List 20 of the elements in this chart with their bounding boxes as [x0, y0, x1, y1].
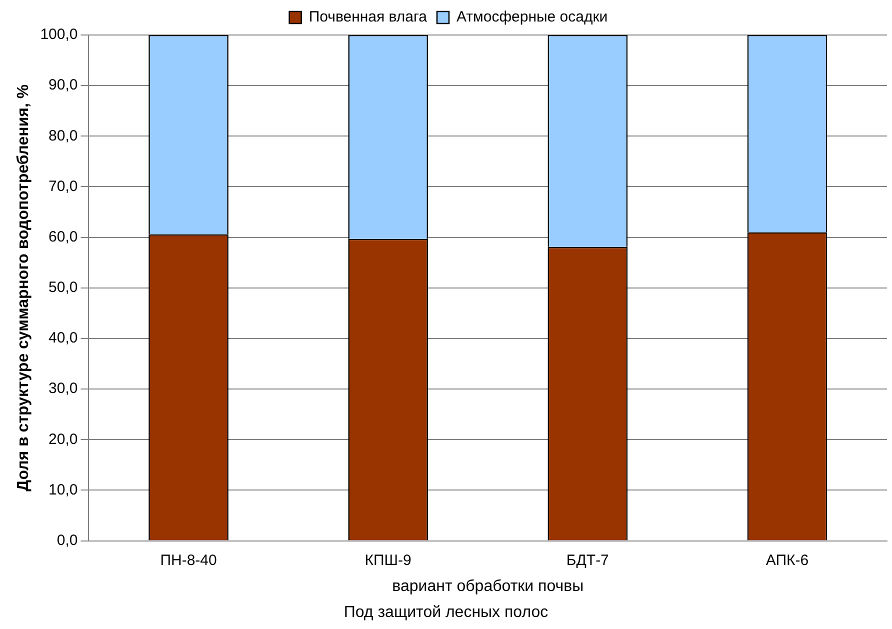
- y-tick-label: 100,0: [40, 26, 78, 44]
- y-tick-label: 90,0: [48, 76, 78, 94]
- y-tick-label: 80,0: [48, 127, 78, 144]
- legend-label: Атмосферные осадки: [456, 8, 608, 26]
- x-tick-label: АПК-6: [766, 552, 809, 569]
- y-tick-label: 0,0: [56, 532, 78, 549]
- x-tick-label: ПН-8-40: [160, 552, 217, 569]
- y-tick-label: 10,0: [48, 481, 78, 498]
- y-tick-label: 50,0: [48, 279, 78, 296]
- x-tick-label: БДТ-7: [566, 552, 609, 569]
- x-axis-title: вариант обработки почвы: [392, 578, 584, 595]
- y-axis-title: Доля в структуре суммарного водопотребления, %: [15, 84, 32, 492]
- y-tick-label: 60,0: [48, 228, 78, 246]
- y-tick-label: 70,0: [48, 178, 78, 195]
- legend-label: Почвенная влага: [308, 8, 428, 26]
- y-tick-label: 20,0: [48, 430, 78, 448]
- text: Под защитой лесных полос: [342, 604, 550, 622]
- y-tick-label: 40,0: [48, 330, 78, 347]
- y-tick-label: 30,0: [48, 380, 78, 398]
- x-tick-label: КПШ-9: [364, 552, 412, 569]
